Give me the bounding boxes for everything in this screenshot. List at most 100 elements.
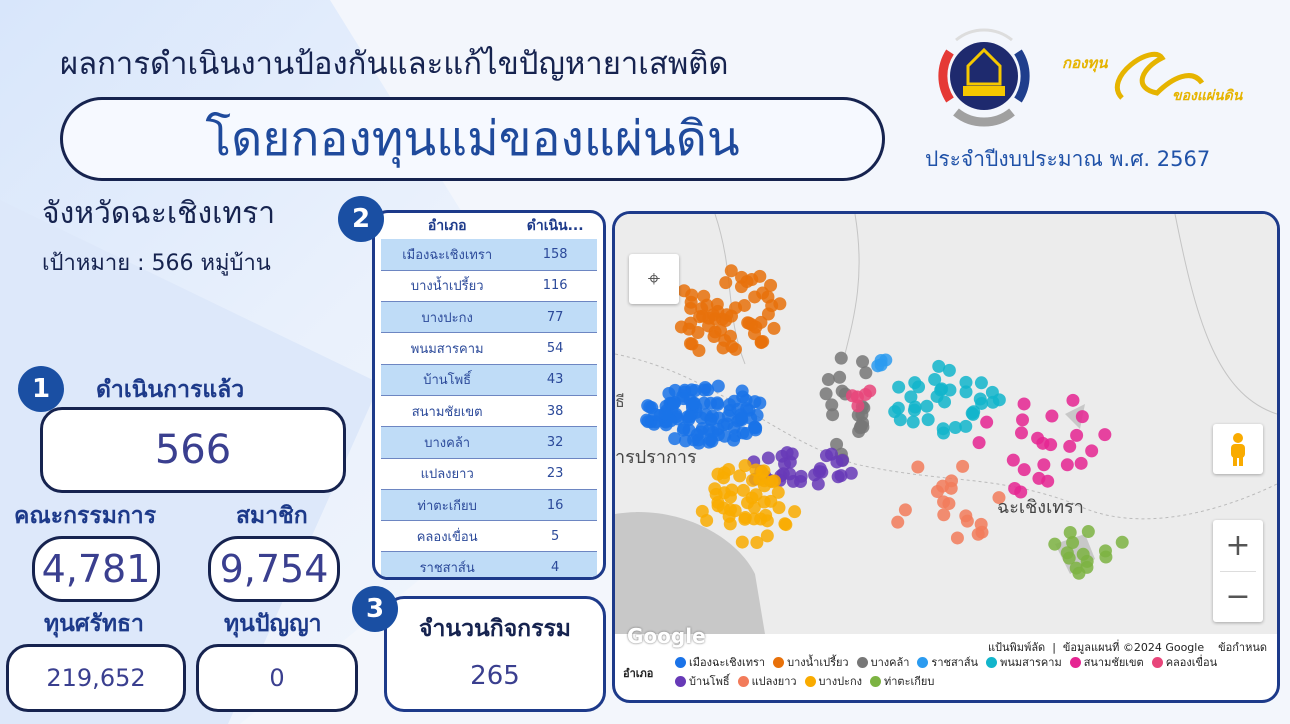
map-marker[interactable] [779,518,793,532]
map-marker[interactable] [684,301,698,315]
map-marker[interactable] [936,422,950,436]
legend-item[interactable]: แปลงยาว [737,673,797,690]
legend-item[interactable]: ราชสาส์น [917,654,978,671]
map-marker[interactable] [975,396,989,410]
map-marker[interactable] [640,413,654,427]
map-marker[interactable] [736,390,750,404]
map-marker[interactable] [1074,456,1088,470]
map-marker[interactable] [733,469,747,483]
street-view-pegman[interactable] [1213,424,1263,474]
map-marker[interactable] [682,322,696,336]
map-marker[interactable] [1072,566,1086,580]
terms-link[interactable]: ข้อกำหนด [1218,641,1267,654]
map-marker[interactable] [834,469,848,483]
map-marker[interactable] [1066,393,1080,407]
map-marker[interactable] [685,288,699,302]
column-header-done[interactable]: ดำเนิน... [526,218,584,234]
map-marker[interactable] [724,309,738,323]
map-marker[interactable] [1017,397,1031,411]
column-header-district[interactable]: อำเภอ [427,218,467,234]
map-marker[interactable] [668,432,682,446]
map-marker[interactable] [710,297,724,311]
map-marker[interactable] [707,330,721,344]
map-marker[interactable] [1098,428,1112,442]
map-canvas[interactable]: ารปราการ ฉะเชิงเทรา ธี ⌖ + − Google แป้น… [615,214,1277,656]
map-marker[interactable] [740,275,754,289]
map-marker[interactable] [712,411,726,425]
map-marker[interactable] [716,501,730,515]
map-marker[interactable] [1115,535,1129,549]
legend-item[interactable]: คลองเขื่อน [1151,654,1217,671]
map-marker[interactable] [773,297,787,311]
map-marker[interactable] [959,385,973,399]
map-marker[interactable] [739,427,753,441]
map-marker[interactable] [749,320,763,334]
map-marker[interactable] [871,359,885,373]
zoom-in-button[interactable]: + [1225,528,1251,563]
map-marker[interactable] [972,436,986,450]
keyboard-shortcuts-link[interactable]: แป้นพิมพ์ลัด [987,641,1046,654]
legend-item[interactable]: บ้านโพธิ์ [675,673,730,690]
map-marker[interactable] [700,298,714,312]
map-marker[interactable] [1070,428,1084,442]
legend-item[interactable]: เมืองฉะเชิงเทรา [675,654,765,671]
map-marker[interactable] [745,491,759,505]
map-marker[interactable] [892,380,906,394]
map-marker[interactable] [859,366,873,380]
map-marker[interactable] [767,321,781,335]
map-marker[interactable] [898,503,912,517]
map-marker[interactable] [833,370,847,384]
legend-item[interactable]: บางน้ำเปรี้ยว [773,654,849,671]
map-marker[interactable] [1085,444,1099,458]
map-marker[interactable] [1098,544,1112,558]
map-marker[interactable] [662,386,676,400]
map-marker[interactable] [1080,554,1094,568]
map-marker[interactable] [971,527,985,541]
table-row[interactable]: พนมสารคาม 54 [381,332,597,365]
map-marker[interactable] [719,276,733,290]
map-marker[interactable] [1036,436,1050,450]
map-marker[interactable] [735,535,749,549]
locate-button[interactable]: ⌖ [629,254,679,304]
map-marker[interactable] [735,411,749,425]
map-marker[interactable] [698,380,712,394]
map-marker[interactable] [948,420,962,434]
map-marker[interactable] [835,384,849,398]
map-marker[interactable] [830,437,844,451]
map-marker[interactable] [725,483,739,497]
map-marker[interactable] [1063,439,1077,453]
map-marker[interactable] [704,433,718,447]
map-marker[interactable] [678,434,692,448]
map-marker[interactable] [1081,525,1095,539]
map-marker[interactable] [851,408,865,422]
map-marker[interactable] [920,399,934,413]
map-marker[interactable] [723,517,737,531]
map-marker[interactable] [683,410,697,424]
table-row[interactable]: บางน้ำเปรี้ยว 116 [381,270,597,303]
map-marker[interactable] [932,359,946,373]
table-row[interactable]: ท่าตะเกียบ 16 [381,489,597,522]
map-marker[interactable] [783,467,797,481]
map-marker[interactable] [764,278,778,292]
map-marker[interactable] [688,384,702,398]
map-marker[interactable] [723,329,737,343]
map-marker[interactable] [956,459,970,473]
zoom-out-button[interactable]: − [1220,571,1256,621]
map-marker[interactable] [717,471,731,485]
map-marker[interactable] [928,372,942,386]
map-marker[interactable] [1048,537,1062,551]
map-marker[interactable] [764,494,778,508]
map-marker[interactable] [1063,526,1077,540]
map-marker[interactable] [641,399,655,413]
map-marker[interactable] [785,447,799,461]
table-row[interactable]: แปลงยาว 23 [381,458,597,490]
table-row[interactable]: เมืองฉะเชิงเทรา 158 [381,239,597,271]
map-marker[interactable] [658,407,672,421]
map-marker[interactable] [794,475,808,489]
map-marker[interactable] [863,384,877,398]
map-marker[interactable] [1060,458,1074,472]
map-marker[interactable] [757,474,771,488]
map-marker[interactable] [761,451,775,465]
map-marker[interactable] [667,396,681,410]
map-marker[interactable] [844,466,858,480]
